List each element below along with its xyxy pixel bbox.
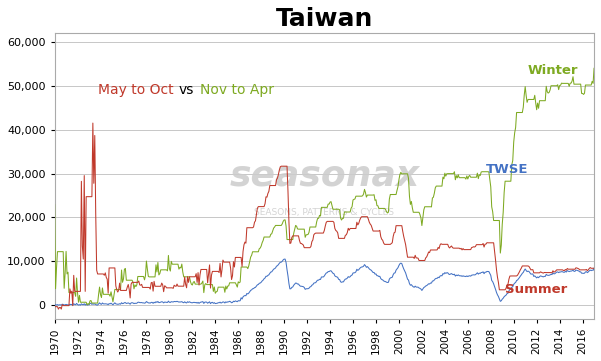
Text: Summer: Summer <box>505 283 567 296</box>
Text: SEASONS, PATTERNS & CYCLES: SEASONS, PATTERNS & CYCLES <box>254 208 394 217</box>
Text: TWSE: TWSE <box>486 164 529 177</box>
Text: vs: vs <box>179 83 195 97</box>
Text: seasonax: seasonax <box>229 159 419 193</box>
Text: Nov to Apr: Nov to Apr <box>200 83 274 97</box>
Text: May to Oct: May to Oct <box>97 83 173 97</box>
Title: Taiwan: Taiwan <box>276 7 373 31</box>
Text: Winter: Winter <box>527 64 578 77</box>
